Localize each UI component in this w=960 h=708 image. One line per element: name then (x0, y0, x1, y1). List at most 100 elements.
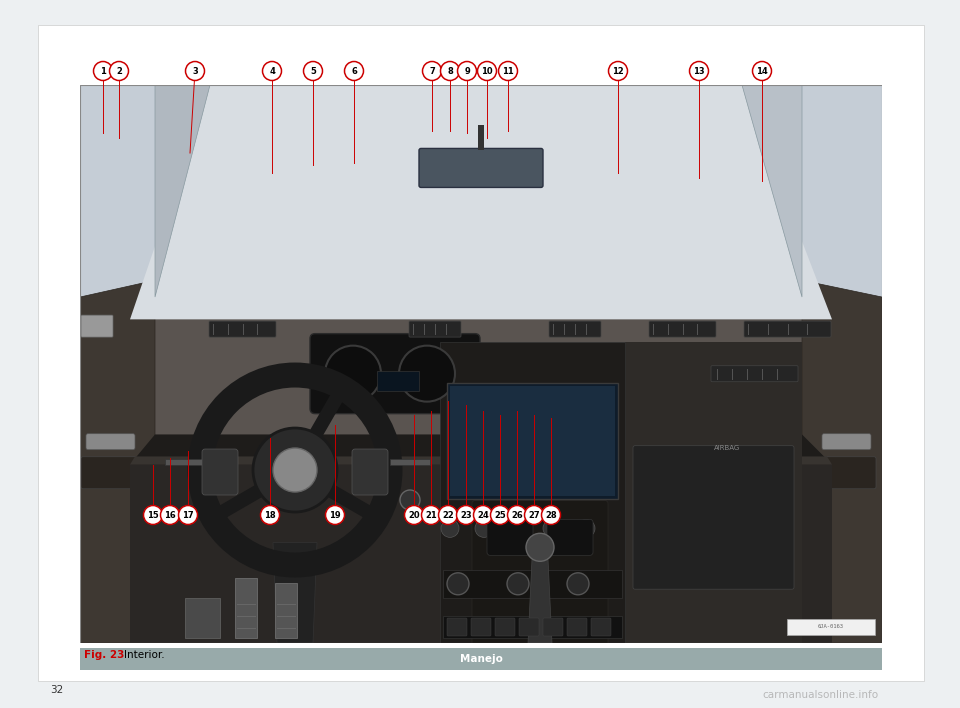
FancyBboxPatch shape (471, 618, 491, 636)
Text: 13: 13 (693, 67, 705, 76)
Bar (80, 648, 882, 670)
Text: 12: 12 (612, 67, 624, 76)
Circle shape (543, 520, 561, 537)
Text: 1: 1 (100, 67, 106, 76)
FancyBboxPatch shape (202, 449, 238, 495)
Circle shape (421, 506, 441, 525)
Polygon shape (625, 342, 802, 643)
FancyBboxPatch shape (472, 501, 608, 646)
Text: Manejo: Manejo (460, 654, 502, 664)
Circle shape (399, 346, 455, 401)
FancyBboxPatch shape (447, 383, 618, 499)
Polygon shape (742, 85, 802, 297)
Circle shape (439, 506, 458, 525)
Circle shape (498, 62, 517, 81)
Text: 8: 8 (447, 67, 453, 76)
FancyBboxPatch shape (185, 598, 220, 638)
Circle shape (273, 448, 317, 492)
Text: 19: 19 (329, 510, 341, 520)
Text: 5: 5 (310, 67, 316, 76)
Circle shape (491, 506, 510, 525)
FancyBboxPatch shape (440, 342, 625, 643)
Text: Interior.: Interior. (124, 650, 164, 660)
Circle shape (458, 62, 476, 81)
Polygon shape (130, 464, 832, 643)
Circle shape (477, 62, 496, 81)
FancyBboxPatch shape (744, 321, 831, 337)
Circle shape (689, 62, 708, 81)
Text: 15: 15 (147, 510, 158, 520)
FancyBboxPatch shape (822, 434, 871, 450)
Text: 23: 23 (460, 510, 471, 520)
Text: 7: 7 (429, 67, 435, 76)
Text: 11: 11 (502, 67, 514, 76)
Text: 3: 3 (192, 67, 198, 76)
FancyBboxPatch shape (310, 333, 480, 413)
Text: 4: 4 (269, 67, 275, 76)
Text: 16: 16 (164, 510, 176, 520)
Text: 22: 22 (443, 510, 454, 520)
FancyBboxPatch shape (81, 457, 145, 489)
Circle shape (441, 62, 460, 81)
Circle shape (303, 62, 323, 81)
Circle shape (93, 62, 112, 81)
FancyBboxPatch shape (711, 366, 798, 382)
FancyBboxPatch shape (487, 520, 533, 555)
Text: 27: 27 (528, 510, 540, 520)
Text: 32: 32 (50, 685, 63, 695)
Circle shape (567, 573, 589, 595)
Bar (165, 459, 205, 465)
Text: 6: 6 (351, 67, 357, 76)
Circle shape (526, 533, 554, 561)
FancyBboxPatch shape (352, 449, 388, 495)
FancyBboxPatch shape (209, 321, 276, 337)
Circle shape (179, 506, 198, 525)
Polygon shape (80, 85, 882, 319)
FancyBboxPatch shape (235, 578, 257, 638)
Circle shape (325, 506, 345, 525)
Polygon shape (80, 319, 882, 643)
Circle shape (441, 520, 459, 537)
Text: 18: 18 (264, 510, 276, 520)
Polygon shape (528, 559, 552, 643)
Circle shape (262, 62, 281, 81)
Polygon shape (155, 85, 210, 297)
FancyBboxPatch shape (275, 583, 297, 638)
FancyBboxPatch shape (495, 618, 515, 636)
Circle shape (109, 62, 129, 81)
Text: 21: 21 (425, 510, 437, 520)
Circle shape (345, 62, 364, 81)
FancyBboxPatch shape (443, 616, 622, 638)
Circle shape (400, 490, 420, 510)
FancyBboxPatch shape (443, 570, 622, 598)
Circle shape (143, 506, 162, 525)
Circle shape (507, 573, 529, 595)
FancyBboxPatch shape (419, 149, 543, 188)
Polygon shape (130, 435, 832, 464)
Polygon shape (130, 85, 832, 319)
Polygon shape (130, 457, 832, 464)
Circle shape (577, 520, 595, 537)
Circle shape (422, 62, 442, 81)
Circle shape (753, 62, 772, 81)
Circle shape (160, 506, 180, 525)
Polygon shape (802, 280, 882, 643)
Circle shape (475, 520, 493, 537)
Circle shape (260, 506, 279, 525)
Polygon shape (80, 280, 155, 643)
FancyBboxPatch shape (447, 618, 467, 636)
FancyBboxPatch shape (86, 434, 135, 450)
Bar (478, 125, 484, 150)
Text: 10: 10 (481, 67, 492, 76)
Text: 17: 17 (182, 510, 194, 520)
FancyBboxPatch shape (409, 321, 461, 337)
FancyBboxPatch shape (649, 321, 716, 337)
Circle shape (325, 346, 381, 401)
FancyBboxPatch shape (519, 618, 539, 636)
Text: carmanualsonline.info: carmanualsonline.info (762, 690, 878, 700)
Polygon shape (273, 542, 317, 643)
Text: 28: 28 (545, 510, 557, 520)
Bar (390, 459, 430, 465)
Text: 24: 24 (477, 510, 489, 520)
FancyBboxPatch shape (549, 321, 601, 337)
